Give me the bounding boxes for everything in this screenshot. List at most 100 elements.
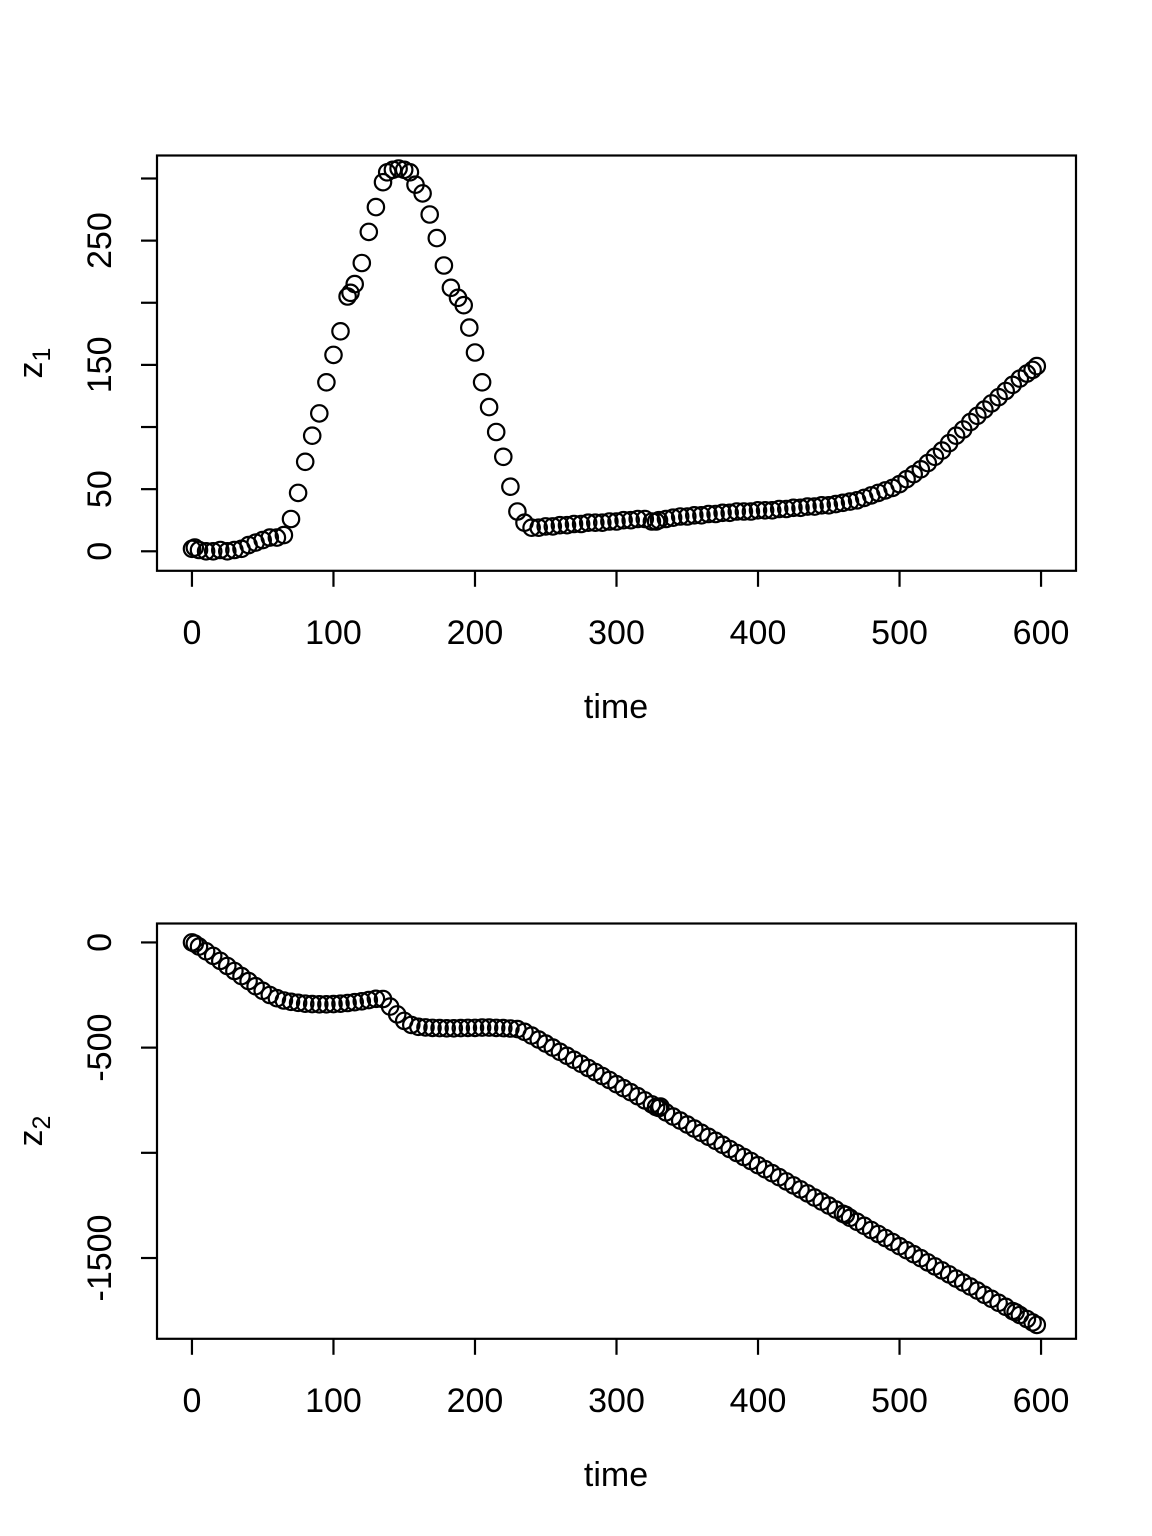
scatter-plot-z2: 0 100 200 300 400 500 600 0 -500 -1500 time z2 [12, 922, 1078, 1494]
y-tick-label: 250 [81, 212, 119, 269]
data-point [486, 422, 506, 442]
data-point [331, 994, 350, 1013]
y-tick-label: 0 [81, 542, 119, 561]
data-point [741, 502, 761, 521]
data-point [420, 205, 439, 224]
data-point [557, 515, 577, 535]
x-tick-label: 200 [447, 614, 504, 652]
y-tick-label: 0 [81, 933, 119, 952]
data-point [833, 493, 853, 513]
y-tick-label: -500 [81, 1014, 119, 1082]
data-point [1023, 360, 1042, 380]
z1-y-axis-title-base: z [12, 361, 50, 378]
x-tick-label: 300 [588, 614, 645, 652]
data-point [338, 993, 357, 1013]
x-tick-label: 500 [871, 1382, 928, 1420]
data-point [1023, 1313, 1042, 1332]
data-point [486, 1018, 506, 1038]
data-point [684, 505, 704, 525]
data-point [189, 540, 209, 560]
data-point [196, 541, 216, 561]
data-point [430, 1018, 449, 1038]
data-point [423, 1018, 442, 1038]
z1-axes: 0 100 200 300 400 500 600 0 50 150 250 [81, 154, 1078, 652]
data-point [203, 541, 223, 561]
data-point [274, 991, 294, 1010]
data-point [776, 499, 796, 519]
data-point [409, 1017, 428, 1037]
data-point [607, 512, 626, 531]
data-point [522, 518, 541, 537]
x-tick-label: 300 [588, 1382, 645, 1420]
data-point [592, 513, 612, 532]
y-tick-label: 150 [81, 337, 119, 394]
data-point [309, 995, 329, 1014]
x-tick-label: 0 [182, 1382, 201, 1420]
data-point [826, 494, 846, 514]
data-point [628, 509, 647, 529]
data-point [345, 992, 364, 1012]
data-point [451, 1018, 471, 1038]
data-point [762, 500, 782, 520]
data-point [713, 503, 732, 523]
data-point [465, 343, 485, 362]
data-point [295, 452, 315, 472]
data-point [651, 1097, 670, 1116]
z2-x-axis-title: time [584, 1456, 648, 1494]
data-point [564, 514, 584, 534]
x-tick-label: 400 [730, 1382, 787, 1420]
z2-y-axis-title-subscript: 2 [28, 1116, 56, 1130]
data-point [288, 483, 308, 503]
data-point [493, 447, 513, 467]
x-tick-label: 500 [871, 614, 928, 652]
x-tick-label: 0 [182, 614, 201, 652]
data-point [798, 497, 817, 516]
data-point [755, 500, 775, 520]
data-point [536, 517, 555, 536]
data-point [454, 295, 473, 315]
data-point [479, 397, 499, 417]
data-point [317, 372, 336, 392]
data-point [670, 507, 690, 526]
data-point [472, 1018, 492, 1037]
data-point [211, 540, 230, 560]
z2-data-points [182, 933, 1047, 1335]
data-point [352, 992, 372, 1011]
data-point [366, 989, 386, 1009]
data-point [479, 1018, 499, 1037]
data-point [649, 510, 669, 530]
data-point [295, 994, 315, 1013]
data-point [465, 1018, 485, 1038]
x-tick-label: 200 [447, 1382, 504, 1420]
data-point [656, 509, 676, 529]
data-point [1027, 356, 1047, 376]
data-point [400, 163, 420, 182]
data-point [493, 1018, 513, 1038]
data-point [529, 518, 548, 537]
data-point [501, 1019, 520, 1038]
data-point [302, 426, 322, 445]
data-point [324, 345, 343, 365]
data-point [812, 495, 831, 515]
data-point [459, 318, 479, 337]
data-point [302, 994, 322, 1014]
data-point [501, 477, 520, 496]
data-point [345, 274, 364, 294]
data-point [840, 492, 860, 511]
data-point [359, 990, 379, 1010]
x-tick-label: 600 [1013, 1382, 1070, 1420]
y-tick-label: 50 [81, 470, 119, 508]
data-point [218, 541, 237, 561]
data-point [309, 404, 329, 423]
data-point [288, 993, 308, 1013]
data-point [324, 994, 343, 1014]
data-point [281, 509, 301, 529]
data-point [791, 498, 810, 518]
data-point [401, 1015, 421, 1035]
z2-y-axis-title: z2 [12, 1116, 56, 1147]
data-point [727, 502, 747, 521]
z2-axes: 0 100 200 300 400 500 600 0 -500 -1500 [81, 922, 1078, 1420]
data-point [585, 513, 605, 532]
data-point [699, 504, 718, 524]
data-point [341, 283, 360, 303]
